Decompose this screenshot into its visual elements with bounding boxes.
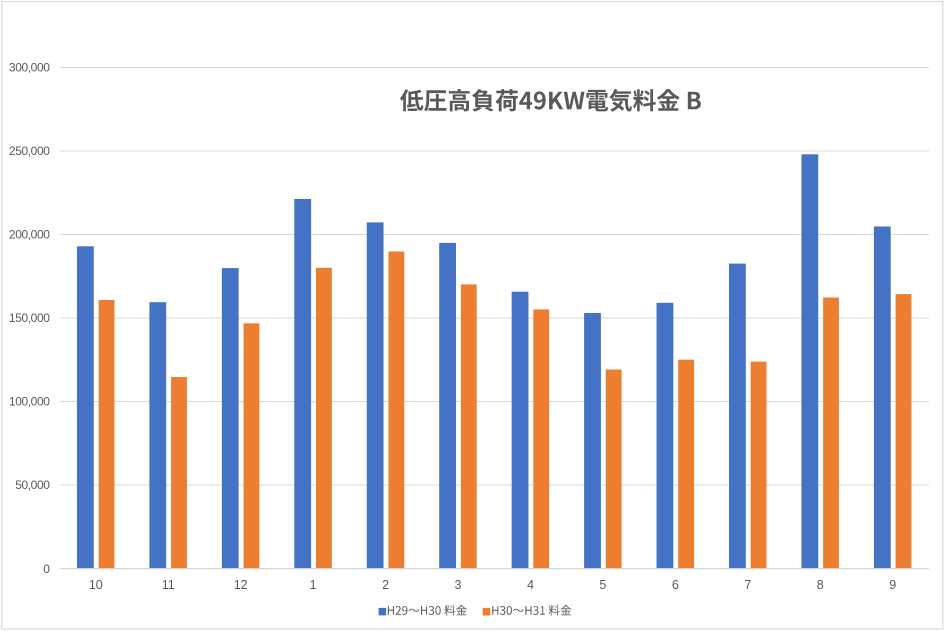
svg-text:50,000: 50,000	[15, 478, 50, 492]
svg-text:100,000: 100,000	[9, 395, 50, 409]
svg-text:10: 10	[89, 578, 103, 592]
svg-text:8: 8	[817, 578, 824, 592]
svg-text:300,000: 300,000	[9, 61, 50, 75]
svg-text:12: 12	[234, 578, 248, 592]
svg-text:9: 9	[889, 578, 896, 592]
svg-text:5: 5	[599, 578, 606, 592]
svg-text:0: 0	[43, 562, 50, 576]
svg-text:2: 2	[382, 578, 389, 592]
svg-text:7: 7	[744, 578, 751, 592]
svg-text:4: 4	[527, 578, 534, 592]
svg-text:200,000: 200,000	[9, 228, 50, 242]
svg-text:3: 3	[455, 578, 462, 592]
svg-text:250,000: 250,000	[9, 144, 50, 158]
svg-text:11: 11	[162, 578, 175, 592]
svg-text:1: 1	[310, 578, 317, 592]
svg-text:6: 6	[672, 578, 679, 592]
svg-text:150,000: 150,000	[9, 311, 50, 325]
